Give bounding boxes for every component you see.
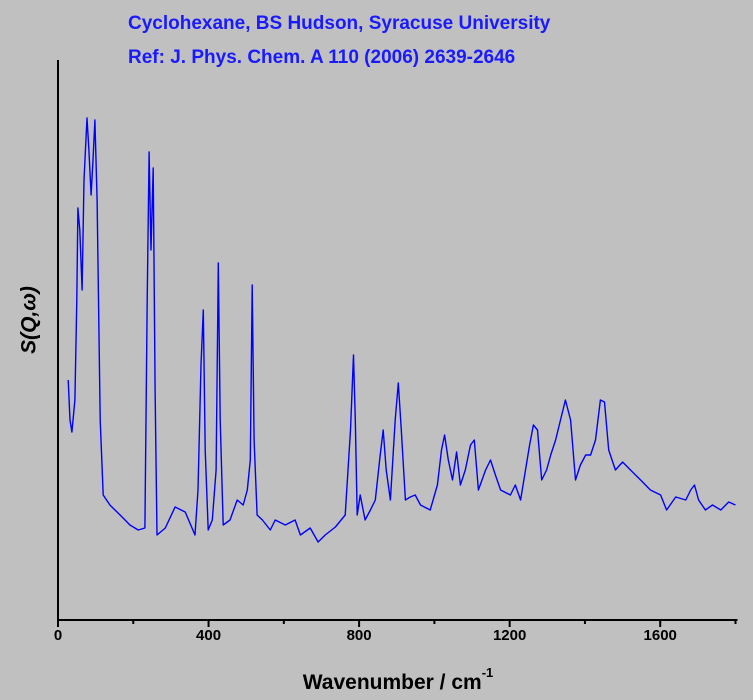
x-axis-label: Wavenumber / cm-1 bbox=[303, 665, 494, 693]
chart-title: Cyclohexane, BS Hudson, Syracuse Univers… bbox=[128, 13, 551, 34]
x-tick-label: 1200 bbox=[493, 627, 526, 644]
chart-subtitle: Ref: J. Phys. Chem. A 110 (2006) 2639-26… bbox=[128, 47, 515, 68]
x-tick-label: 800 bbox=[347, 627, 372, 644]
x-axis-label-sup: -1 bbox=[482, 665, 494, 680]
x-tick-label: 0 bbox=[54, 627, 62, 644]
spectrum-line bbox=[67, 117, 736, 543]
x-tick-label: 400 bbox=[196, 627, 221, 644]
x-axis-label-text: Wavenumber / cm bbox=[303, 671, 482, 694]
y-axis-label: S(Q,ω) bbox=[18, 286, 41, 354]
x-tick-label: 1600 bbox=[644, 627, 677, 644]
